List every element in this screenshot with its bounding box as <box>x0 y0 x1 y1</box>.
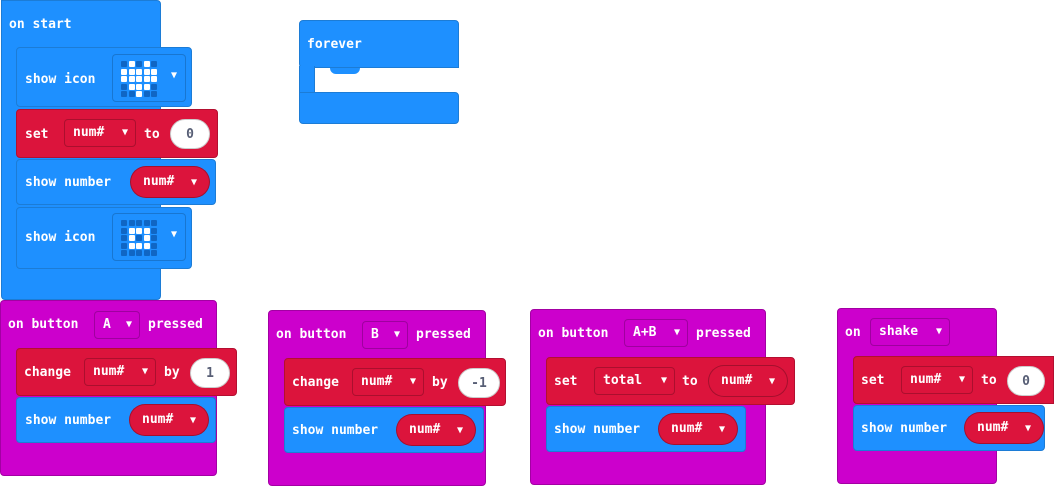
on-button-label: on button <box>538 326 609 341</box>
icon-picker-small-square[interactable]: ▼ <box>112 213 186 261</box>
show-number-label: show number <box>554 422 641 437</box>
to-label: to <box>981 373 997 388</box>
variable-dropdown-num[interactable]: num# ▼ <box>84 358 156 386</box>
variable-name: num# <box>409 422 441 437</box>
forever-slot-notch <box>330 68 360 74</box>
variable-name: num# <box>977 420 1009 435</box>
chevron-down-icon: ▼ <box>393 329 400 340</box>
forever-block-top[interactable] <box>299 20 459 68</box>
to-label: to <box>682 374 698 389</box>
show-icon-label-2: show icon <box>25 230 96 245</box>
on-button-label: on button <box>8 317 79 332</box>
chevron-down-icon: ▼ <box>190 177 197 188</box>
on-label: on <box>845 325 861 340</box>
button-dropdown-ab[interactable]: A+B ▼ <box>624 319 688 347</box>
to-label: to <box>144 127 160 142</box>
on-button-label: on button <box>276 327 347 342</box>
chevron-down-icon: ▼ <box>718 424 725 435</box>
variable-name: num# <box>910 372 942 387</box>
chevron-down-icon: ▼ <box>125 319 132 330</box>
variable-reporter-num[interactable]: num# ▼ <box>658 413 738 445</box>
variable-reporter-num[interactable]: num# ▼ <box>130 166 210 198</box>
show-icon-label-1: show icon <box>25 72 96 87</box>
chevron-down-icon: ▼ <box>189 415 196 426</box>
show-number-label: show number <box>25 413 112 428</box>
gesture-name: shake <box>879 324 919 339</box>
small-square-icon <box>121 220 157 256</box>
pressed-label: pressed <box>696 326 751 341</box>
by-label: by <box>432 375 448 390</box>
variable-name: num# <box>93 364 125 379</box>
set-label: set <box>861 373 885 388</box>
variable-name: num# <box>73 125 105 140</box>
button-name: B <box>371 327 379 342</box>
chevron-down-icon: ▼ <box>935 326 942 337</box>
chevron-down-icon: ▼ <box>170 229 177 240</box>
number-input-0[interactable]: 0 <box>170 119 210 149</box>
number-input-0[interactable]: 0 <box>1007 366 1045 396</box>
chevron-down-icon: ▼ <box>456 425 463 436</box>
variable-name: num# <box>671 421 703 436</box>
variable-name: total <box>603 373 643 388</box>
number-input-neg1[interactable]: -1 <box>458 368 500 398</box>
variable-name: num# <box>361 374 393 389</box>
set-label: set <box>554 374 578 389</box>
change-label: change <box>24 365 71 380</box>
on-start-label: on start <box>9 17 72 32</box>
variable-dropdown-num[interactable]: num# ▼ <box>64 119 136 147</box>
chevron-down-icon: ▼ <box>121 127 128 138</box>
chevron-down-icon: ▼ <box>768 376 775 387</box>
icon-picker-heart[interactable]: ▼ <box>112 54 186 102</box>
button-dropdown-b[interactable]: B ▼ <box>362 321 408 349</box>
chevron-down-icon: ▼ <box>958 374 965 385</box>
button-name: A+B <box>633 325 657 340</box>
variable-dropdown-num[interactable]: num# ▼ <box>352 368 424 396</box>
chevron-down-icon: ▼ <box>170 70 177 81</box>
variable-reporter-num[interactable]: num# ▼ <box>964 412 1044 444</box>
variable-reporter-num[interactable]: num# ▼ <box>708 365 788 397</box>
variable-name: num# <box>142 412 174 427</box>
by-label: by <box>164 365 180 380</box>
forever-block-side <box>299 66 315 94</box>
show-number-label: show number <box>25 175 112 190</box>
chevron-down-icon: ▼ <box>141 366 148 377</box>
show-number-label: show number <box>292 423 379 438</box>
variable-reporter-num[interactable]: num# ▼ <box>129 404 209 436</box>
button-name: A <box>103 317 111 332</box>
forever-block-bottom <box>299 92 459 124</box>
change-label: change <box>292 375 339 390</box>
variable-reporter-num[interactable]: num# ▼ <box>396 414 476 446</box>
chevron-down-icon: ▼ <box>409 376 416 387</box>
heart-icon <box>121 61 157 97</box>
pressed-label: pressed <box>416 327 471 342</box>
pressed-label: pressed <box>148 317 203 332</box>
variable-name: num# <box>143 174 175 189</box>
gesture-dropdown-shake[interactable]: shake ▼ <box>870 318 950 346</box>
set-label: set <box>25 127 49 142</box>
forever-label: forever <box>307 37 362 52</box>
chevron-down-icon: ▼ <box>1024 423 1031 434</box>
number-input-1[interactable]: 1 <box>190 358 230 388</box>
variable-dropdown-num[interactable]: num# ▼ <box>901 366 973 394</box>
variable-name: num# <box>721 373 753 388</box>
show-number-label: show number <box>861 421 948 436</box>
chevron-down-icon: ▼ <box>660 375 667 386</box>
button-dropdown-a[interactable]: A ▼ <box>94 311 140 339</box>
variable-dropdown-total[interactable]: total ▼ <box>594 367 675 395</box>
chevron-down-icon: ▼ <box>673 327 680 338</box>
